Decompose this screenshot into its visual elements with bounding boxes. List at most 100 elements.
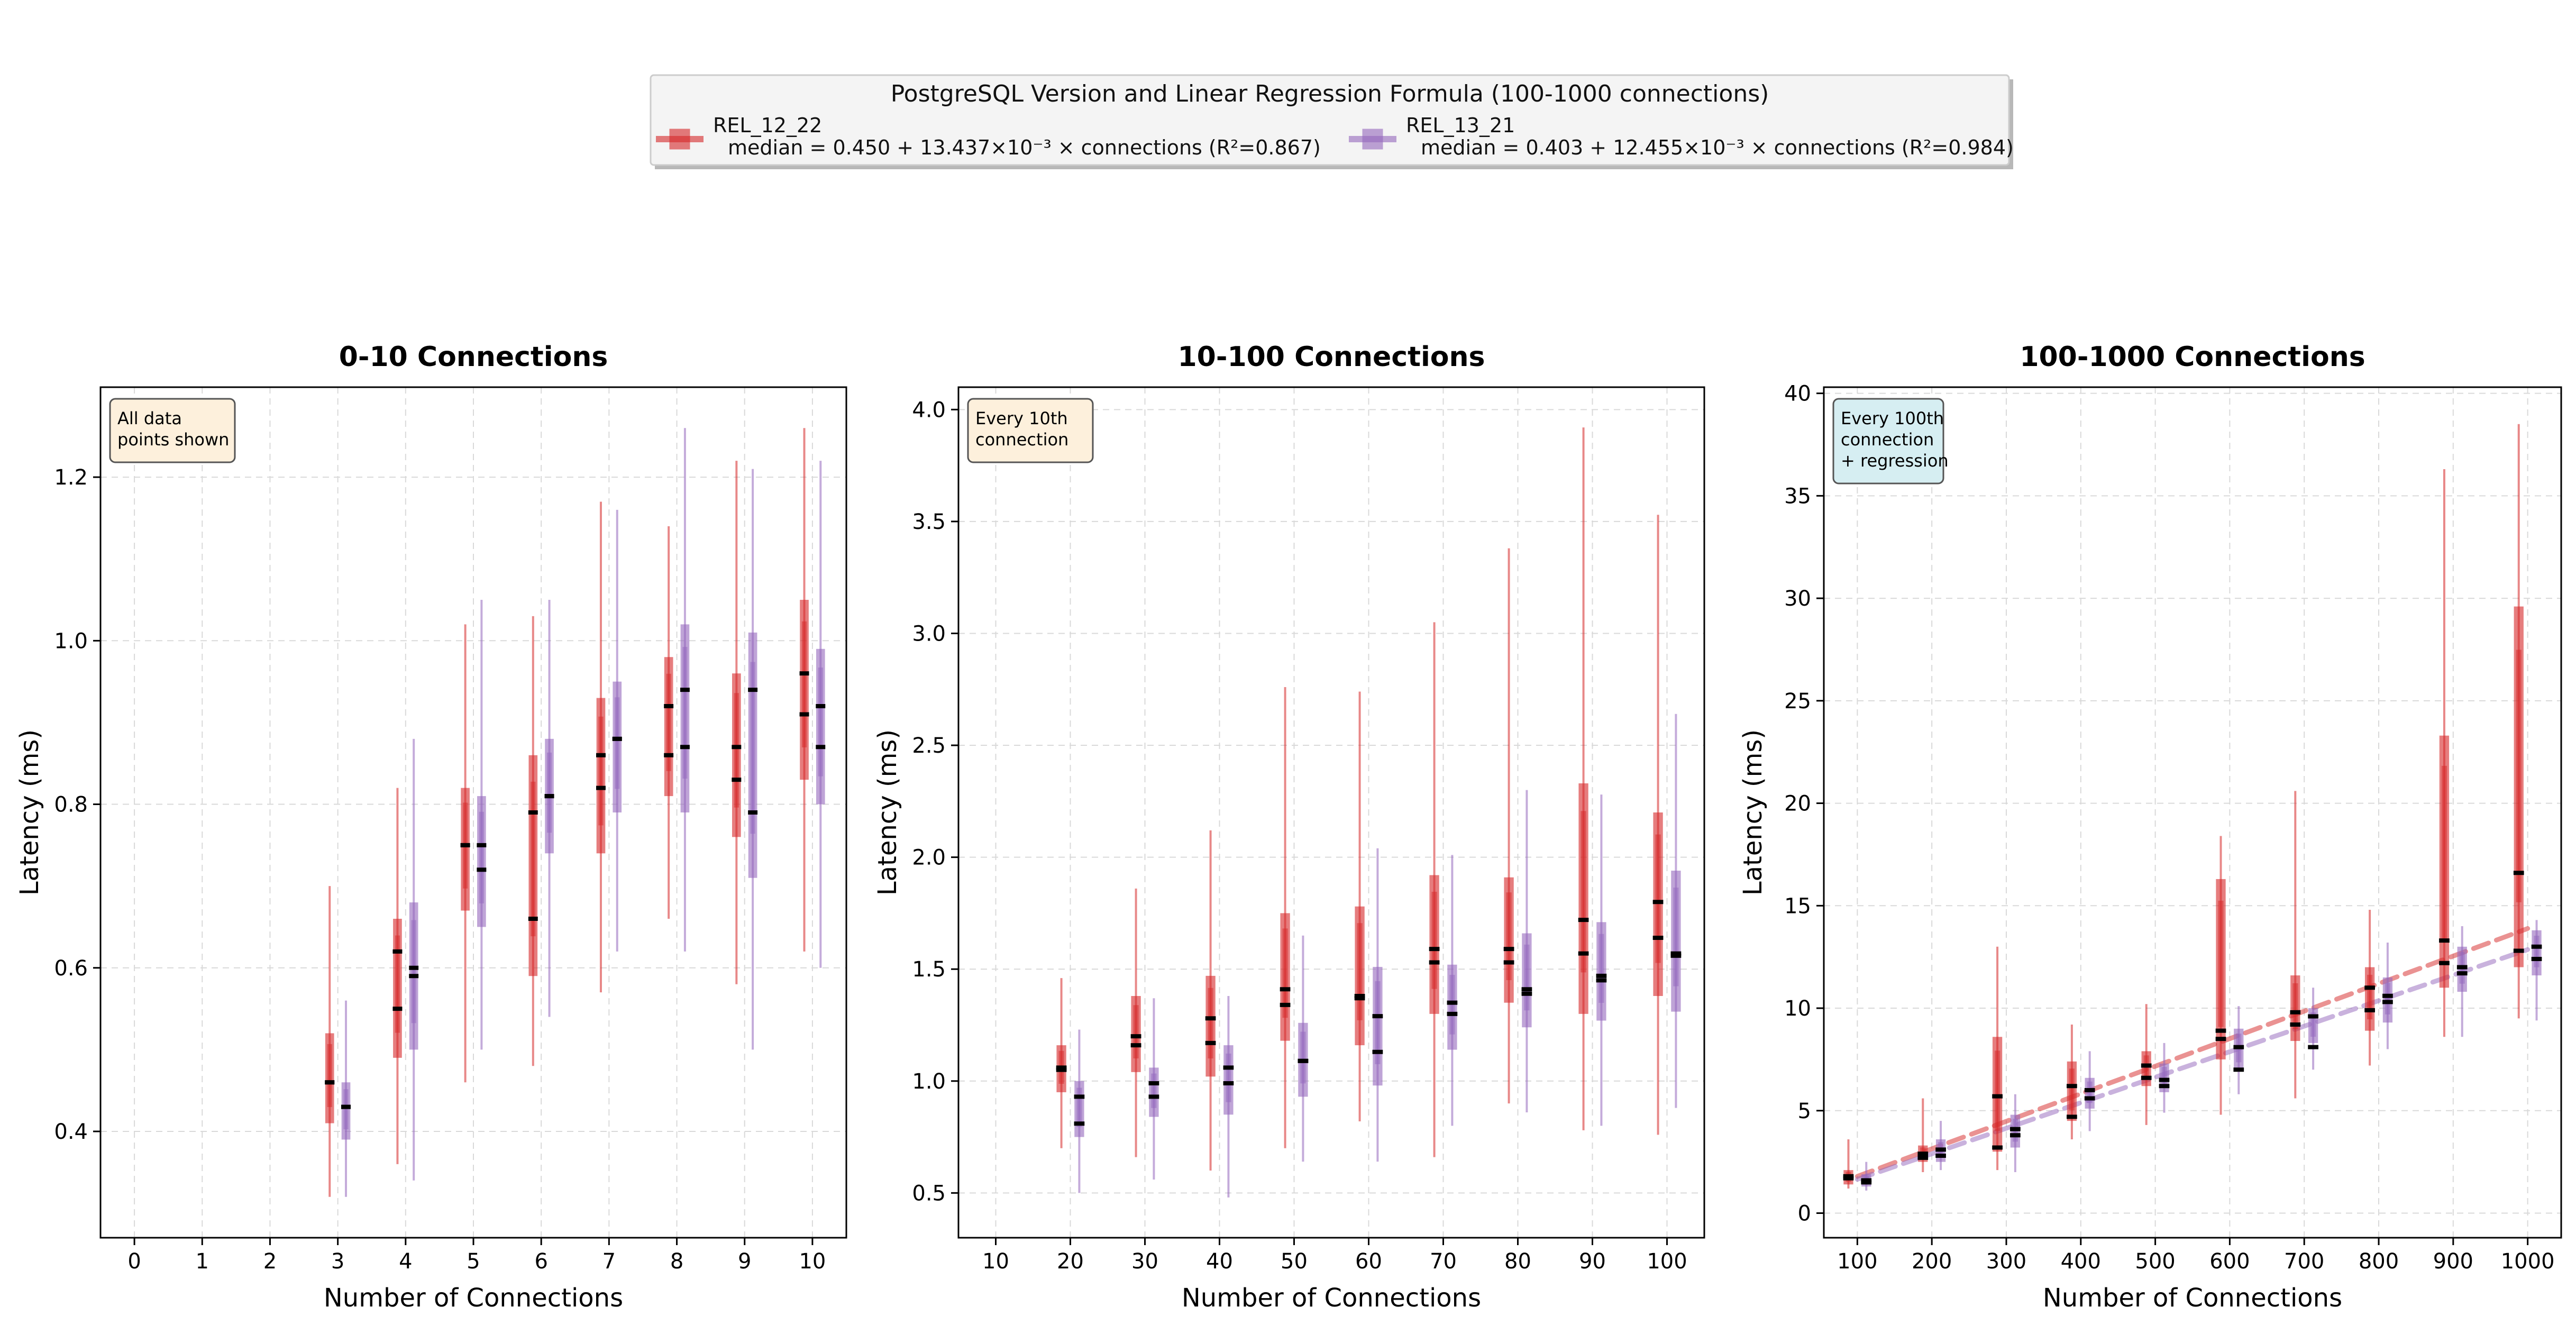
chart-title: 0-10 Connections [339, 341, 608, 373]
x-tick-label: 2 [263, 1249, 277, 1274]
legend-frame [650, 74, 2010, 166]
regression-line-REL_12_22 [1855, 926, 2531, 1179]
axes-frame [957, 386, 1705, 1239]
box-inner [2367, 974, 2373, 1020]
chart-title: 10-100 Connections [1178, 341, 1485, 373]
x-tick-label: 60 [1355, 1249, 1382, 1274]
box-inner [1375, 981, 1381, 1064]
x-tick-label: 700 [2284, 1249, 2324, 1274]
series-REL_13_21 [1074, 714, 1682, 1198]
box-inner [1431, 891, 1437, 989]
legend-entry-formula: median = 0.450 + 13.437×10⁻³ × connectio… [728, 136, 1321, 159]
box-inner [343, 1089, 349, 1129]
box-inner [2310, 1012, 2316, 1037]
y-tick-label: 40 [1784, 382, 1811, 406]
x-tick-label: 200 [1912, 1249, 1952, 1274]
x-tick-label: 100 [1647, 1249, 1687, 1274]
box-inner [1357, 923, 1363, 1020]
box-inner [2087, 1081, 2093, 1103]
box-inner [2292, 983, 2298, 1029]
box-inner [750, 662, 755, 834]
y-tick-label: 1.5 [912, 957, 946, 982]
y-tick-label: 0.5 [912, 1181, 946, 1205]
box-inner [1673, 888, 1679, 986]
annotation-text: + regression [1841, 451, 1949, 471]
y-tick-label: 1.0 [54, 629, 88, 653]
box-inner [666, 673, 671, 771]
box-inner [682, 647, 688, 779]
box-inner [1655, 834, 1661, 963]
series-REL_12_22 [1843, 424, 2524, 1189]
x-tick-label: 30 [1131, 1249, 1158, 1274]
y-tick-label: 15 [1784, 894, 1811, 918]
y-tick-label: 35 [1784, 484, 1811, 508]
box-inner [1506, 892, 1512, 981]
y-tick-label: 2.5 [912, 734, 946, 758]
x-tick-label: 90 [1579, 1249, 1606, 1274]
x-tick-label: 0 [127, 1249, 141, 1274]
x-axis-label: Number of Connections [324, 1283, 623, 1313]
box-inner [1994, 1050, 2000, 1131]
box-inner [1226, 1053, 1231, 1102]
x-tick-label: 4 [399, 1249, 412, 1274]
box-inner [531, 781, 536, 937]
x-tick-label: 3 [331, 1249, 344, 1274]
box-inner [801, 621, 807, 747]
y-tick-label: 3.5 [912, 510, 946, 534]
box-inner [1133, 1005, 1139, 1058]
x-tick-label: 10 [982, 1249, 1009, 1274]
x-tick-label: 50 [1281, 1249, 1308, 1274]
box-inner [327, 1044, 332, 1107]
y-tick-label: 0.6 [54, 956, 88, 981]
axes-frame [1823, 386, 2562, 1239]
x-tick-label: 80 [1504, 1249, 1531, 1274]
series-REL_12_22 [1056, 427, 1664, 1171]
x-tick-label: 5 [467, 1249, 480, 1274]
box-inner [2161, 1067, 2167, 1088]
legend-swatch-box [1362, 129, 1383, 150]
x-tick-label: 1000 [2501, 1249, 2555, 1274]
chart-panel-1: 10 20 30 40 50 60 70 80 90 100 0.5 1.0 1.5 2.0 2.5 3.0 3… [873, 341, 1705, 1313]
y-tick-label: 3.0 [912, 622, 946, 646]
chart-panel-0: 0 1 2 3 4 5 6 7 8 9 10 0.4 0.6 0.8 1.0 1.2 0-10 Connecti… [15, 341, 847, 1313]
box-inner [2516, 650, 2522, 902]
series-REL_12_22 [325, 428, 809, 1197]
x-tick-label: 500 [2135, 1249, 2175, 1274]
x-tick-label: 6 [534, 1249, 547, 1274]
series-REL_13_21 [1861, 920, 2542, 1191]
annotation-box [1832, 398, 1944, 485]
regression-line-REL_13_21 [1855, 947, 2531, 1182]
x-tick-label: 400 [2061, 1249, 2101, 1274]
y-tick-label: 2.0 [912, 846, 946, 870]
plot-area [1824, 387, 2561, 1238]
x-tick-label: 9 [738, 1249, 751, 1274]
box-inner [546, 752, 552, 833]
y-tick-label: 0.4 [54, 1120, 88, 1144]
y-tick-label: 20 [1784, 792, 1811, 816]
y-tick-label: 0.8 [54, 793, 88, 817]
x-axis-label: Number of Connections [2043, 1283, 2342, 1313]
legend: PostgreSQL Version and Linear Regression… [650, 74, 2014, 169]
box-inner [734, 693, 739, 808]
box-inner [1300, 1031, 1306, 1084]
y-axis-label: Latency (ms) [15, 729, 44, 895]
x-tick-label: 7 [602, 1249, 616, 1274]
box-inner [818, 668, 823, 776]
legend-entry-formula: median = 0.403 + 12.455×10⁻³ × connectio… [1421, 136, 2014, 159]
box-inner [395, 935, 400, 1033]
box-inner [2534, 936, 2540, 967]
annotation-box [967, 398, 1094, 463]
box-inner [2441, 765, 2447, 943]
y-tick-label: 10 [1784, 997, 1811, 1021]
x-tick-label: 40 [1206, 1249, 1233, 1274]
y-axis-label: Latency (ms) [1738, 729, 1768, 895]
box-inner [2218, 900, 2224, 1027]
box-inner [598, 716, 604, 826]
box-inner [1524, 944, 1530, 1011]
annotation-text: Every 100th [1841, 408, 1944, 428]
box-inner [1151, 1073, 1157, 1108]
y-axis-label: Latency (ms) [873, 729, 902, 895]
